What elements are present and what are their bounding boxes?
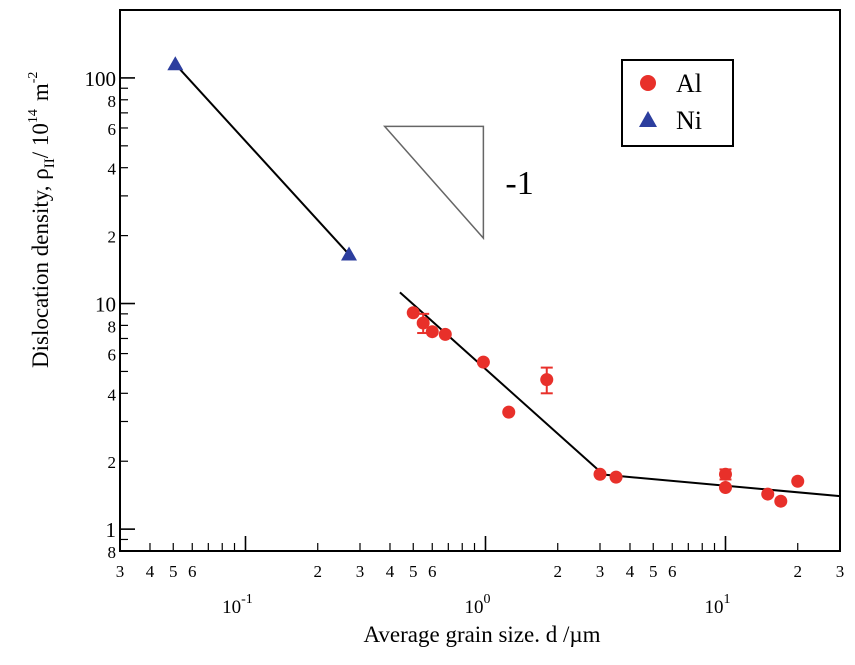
legend: Al Ni	[621, 59, 734, 147]
data-point-ni	[167, 56, 184, 71]
data-point-al	[609, 470, 623, 484]
data-point-ni	[341, 246, 358, 261]
data-point-al	[718, 467, 732, 481]
legend-label-al: Al	[676, 69, 702, 98]
y-axis-title-exp: 14	[26, 109, 41, 123]
slope-label: -1	[505, 165, 533, 202]
y-major-tick-label: 100	[85, 67, 117, 91]
y-minor-tick-label: 6	[108, 346, 117, 365]
x-major-tick-label: 100	[464, 592, 490, 618]
x-axis-title: Average grain size. d /µm	[364, 622, 601, 647]
fit-line	[399, 291, 601, 473]
legend-box	[621, 59, 734, 147]
x-minor-tick-label: 6	[428, 562, 437, 581]
y-minor-tick-label: 4	[108, 385, 117, 404]
data-point-al	[540, 373, 554, 387]
data-point-al	[718, 480, 732, 494]
slope-triangle-shape	[382, 125, 485, 241]
x-minor-tick-label: 4	[386, 562, 395, 581]
x-major-tick-label: 101	[704, 592, 730, 618]
data-series	[167, 56, 805, 508]
y-minor-tick-label: 4	[108, 160, 117, 179]
x-minor-tick-label: 4	[146, 562, 155, 581]
legend-marker-al	[640, 75, 656, 91]
y-minor-tick-label: 2	[108, 228, 117, 247]
x-minor-tick-label: 2	[793, 562, 802, 581]
y-minor-tick-label: 8	[108, 543, 117, 562]
x-minor-tick-label: 4	[626, 562, 635, 581]
data-point-al	[425, 325, 439, 339]
y-major-tick-label: 1	[106, 518, 117, 542]
data-point-al	[791, 474, 805, 488]
x-minor-tick-label: 6	[668, 562, 677, 581]
x-minor-tick-label: 3	[836, 562, 845, 581]
data-point-al	[502, 405, 516, 419]
data-point-al	[406, 306, 420, 320]
y-axis-title-unit-exp: -2	[26, 72, 41, 84]
legend-marker-ni	[639, 111, 657, 127]
x-minor-tick-label: 3	[116, 562, 125, 581]
x-minor-tick-label: 5	[409, 562, 418, 581]
x-minor-tick-label: 2	[553, 562, 562, 581]
data-point-al	[774, 494, 788, 508]
x-minor-tick-label: 3	[356, 562, 365, 581]
series-al	[406, 306, 805, 508]
x-minor-tick-label: 5	[169, 562, 178, 581]
y-axis-title-sub: II	[42, 158, 58, 168]
fit-lines	[174, 63, 841, 498]
x-minor-tick-label: 5	[649, 562, 658, 581]
y-minor-tick-label: 2	[108, 453, 117, 472]
y-major-tick-label: 10	[95, 293, 116, 317]
slope-triangle: -1	[382, 125, 534, 241]
plot-border	[119, 9, 841, 552]
data-point-al	[761, 487, 775, 501]
data-point-al	[593, 467, 607, 481]
x-minor-tick-label: 6	[188, 562, 197, 581]
fit-line	[174, 63, 350, 256]
x-axis: 3 4 5 6 2 3 4 5 6 2 3 4 5 6 2 310-1 100 101	[116, 536, 845, 618]
plot-frame	[119, 9, 841, 552]
data-point-al	[438, 327, 452, 341]
y-axis-title-main: Dislocation density, ρ	[28, 168, 53, 368]
series-ni	[167, 56, 358, 261]
data-point-al	[476, 355, 490, 369]
data-point-al	[416, 316, 430, 330]
y-axis-title: Dislocation density, ρII/ 1014 m-2	[26, 72, 58, 368]
legend-label-ni: Ni	[676, 106, 702, 135]
x-minor-tick-label: 2	[313, 562, 322, 581]
y-minor-tick-label: 6	[108, 120, 117, 139]
x-major-tick-label: 10-1	[222, 592, 253, 618]
y-minor-tick-label: 8	[108, 317, 117, 336]
y-axis-title-tail: / 10	[28, 123, 53, 158]
y-minor-tick-label: 8	[108, 92, 117, 111]
x-minor-tick-label: 3	[596, 562, 605, 581]
y-axis-title-unit: m	[28, 83, 53, 101]
